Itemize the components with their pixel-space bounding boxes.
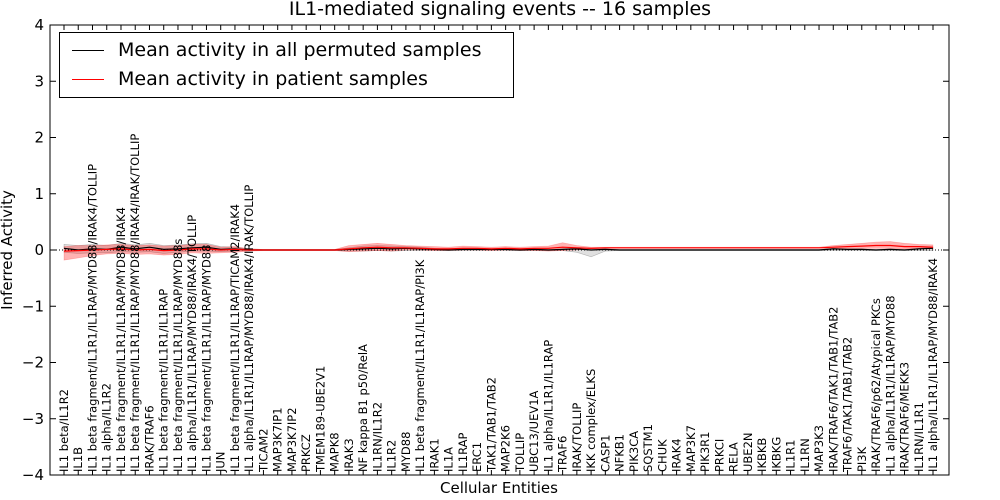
y-tick-label: −1 <box>22 297 44 315</box>
x-tick-label: IL1 alpha/IL1R1/IL1RAP/MYD88/IRAK4/IRAK/… <box>242 185 256 472</box>
legend-item-patient: Mean activity in patient samples <box>72 67 428 91</box>
x-tick-label: MAP3K7 <box>684 425 698 472</box>
x-tick-label: IL1RN <box>798 438 812 472</box>
x-tick-label: IRAK/TOLLIP <box>570 403 584 472</box>
x-tick-label: JUN <box>214 452 228 473</box>
legend-label-permuted: Mean activity in all permuted samples <box>118 39 482 61</box>
y-tick-label: 0 <box>34 241 44 259</box>
y-tick-label: 2 <box>34 129 44 147</box>
x-tick-label: IL1A <box>442 447 456 472</box>
series-line-0 <box>63 246 934 251</box>
x-tick-label: SQSTM1 <box>641 424 655 472</box>
y-tick-label: −4 <box>22 466 44 484</box>
x-tick-label: IL1 alpha/IL1R1/IL1RAP/MYD88/IRAK4 <box>926 258 940 472</box>
x-tick-label: CHUK <box>655 439 669 472</box>
x-axis-label: Cellular Entities <box>440 479 558 497</box>
x-tick-label: PRKCI <box>712 439 726 472</box>
x-tick-label: IKK complex/ELKS <box>584 369 598 472</box>
y-tick-label: −2 <box>22 354 44 372</box>
x-tick-label: PIK3R1 <box>698 432 712 473</box>
x-tick-label: TAK1/TAB1/TAB2 <box>484 377 498 473</box>
x-tick-label: NFKB1 <box>613 434 627 472</box>
y-axis-label: Inferred Activity <box>0 190 16 310</box>
x-tick-label: MAP3K7IP1 <box>271 407 285 472</box>
x-tick-label: IL1 beta fragment/IL1R1/IL1RAP <box>157 289 171 472</box>
x-tick-label: PI3K <box>855 446 869 472</box>
x-axis-tick-labels: IL1 beta/IL1R2 IL1B IL1 beta fragment/IL1R… <box>57 25 940 475</box>
x-tick-label: IL1 alpha/IL1R1/IL1RAP/MYD88 <box>883 295 897 472</box>
legend-item-permuted: Mean activity in all permuted samples <box>72 38 481 62</box>
x-tick-label: PRKCZ <box>299 434 313 472</box>
x-tick-label: UBE2N <box>741 432 755 472</box>
x-tick-label: MAP3K7IP2 <box>285 407 299 472</box>
x-tick-label: IKBKB <box>755 438 769 472</box>
legend-label-patient: Mean activity in patient samples <box>118 68 428 90</box>
x-tick-label: CASP1 <box>598 435 612 472</box>
y-axis-ticks: −4 −3 −2 −1 0 1 2 3 4 <box>22 16 949 484</box>
x-tick-label: TOLLIP <box>513 433 527 473</box>
x-tick-label: IKBKG <box>769 437 783 472</box>
x-tick-label: IL1 beta fragment/IL1R1/IL1RAP/PI3K <box>413 259 427 472</box>
x-tick-label: TMEM189-UBE2V1 <box>313 366 327 473</box>
x-tick-label: MAPK8 <box>328 432 342 472</box>
y-tick-label: 4 <box>34 16 44 34</box>
y-tick-label: 3 <box>34 72 44 90</box>
x-tick-label: IL1 beta fragment/IL1R1/IL1RAP/MYD88 <box>200 245 214 472</box>
x-tick-label: PIK3CA <box>627 431 641 472</box>
x-tick-label: IL1 beta fragment/IL1R1/IL1RAP/MYD88/IRA… <box>86 164 100 472</box>
legend-line-red <box>72 78 104 80</box>
x-tick-label: TRAF6/TAK1/TAB1/TAB2 <box>841 337 855 473</box>
series-line-1 <box>63 244 934 252</box>
x-tick-label: IRAK/TRAF6 <box>143 405 157 472</box>
x-tick-label: MYD88 <box>399 432 413 472</box>
x-tick-label: RELA <box>727 442 741 472</box>
x-tick-label: IRAK4 <box>670 438 684 472</box>
x-tick-label: IL1RAP <box>456 433 470 473</box>
x-tick-label: IL1 alpha/IL1R2 <box>100 383 114 472</box>
x-tick-label: UBC13/UEV1A <box>527 390 541 472</box>
chart-title: IL1-mediated signaling events -- 16 samp… <box>289 0 711 20</box>
x-tick-label: IL1RN/IL1R1 <box>912 402 926 472</box>
x-tick-label: MAP3K3 <box>812 425 826 472</box>
x-tick-label: MAP2K6 <box>499 425 513 472</box>
x-tick-label: TRAF6 <box>556 436 570 473</box>
band-series-0 <box>63 242 934 258</box>
x-tick-label: IRAK1 <box>427 438 441 472</box>
x-tick-label: IL1B <box>71 447 85 472</box>
x-tick-label: TICAM2 <box>256 428 270 473</box>
x-tick-label: IRAK/TRAF6/MEKK3 <box>898 362 912 472</box>
legend: Mean activity in all permuted samples Me… <box>59 32 514 98</box>
y-tick-label: −3 <box>22 410 44 428</box>
x-tick-label: IL1 beta fragment/IL1R1/IL1RAP/MYD88/IRA… <box>128 134 142 472</box>
y-tick-label: 1 <box>34 185 44 203</box>
x-tick-label: IL1 beta fragment/IL1R1/IL1RAP/TICAM2/IR… <box>228 204 242 472</box>
x-tick-label: IL1R2 <box>385 440 399 472</box>
x-tick-label: IL1 alpha/IL1R1/IL1RAP/MYD88/IRAK4/TOLLI… <box>185 215 199 472</box>
x-tick-label: IRAK/TRAF6/TAK1/TAB1/TAB2 <box>826 307 840 472</box>
x-tick-label: IL1 beta/IL1R2 <box>57 389 71 472</box>
series-lines <box>63 244 934 252</box>
x-tick-label: IL1 beta fragment/IL1R1/IL1RAP/MYD88/IRA… <box>114 207 128 472</box>
x-tick-label: IL1RN/IL1R2 <box>370 402 384 472</box>
x-tick-label: IL1 beta fragment/IL1R1/IL1RAP/MYD88s <box>171 239 185 472</box>
x-tick-label: IRAK3 <box>342 438 356 472</box>
x-tick-label: IL1 alpha/IL1R1/IL1RAP <box>541 340 555 472</box>
legend-line-black <box>72 49 104 51</box>
x-tick-label: IRAK/TRAF6/p62/Atypical PKCs <box>869 298 883 472</box>
x-tick-label: IL1R1 <box>784 440 798 472</box>
x-tick-label: ERC1 <box>470 442 484 472</box>
x-tick-label: NF kappa B1 p50/RelA <box>356 344 370 472</box>
